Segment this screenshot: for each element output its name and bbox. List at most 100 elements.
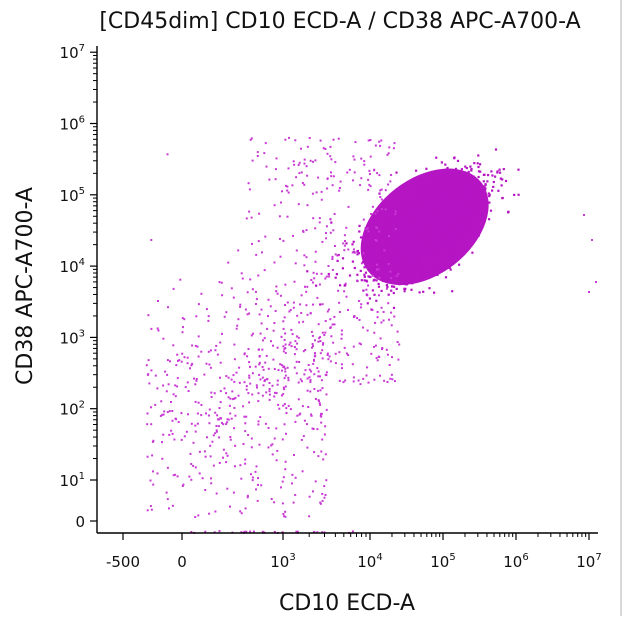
- data-point: [380, 251, 383, 254]
- data-point: [416, 255, 419, 258]
- data-point: [275, 157, 278, 160]
- data-point: [435, 182, 438, 185]
- data-point: [256, 499, 259, 502]
- data-point: [499, 177, 502, 180]
- data-point: [377, 242, 380, 245]
- data-point: [437, 182, 440, 185]
- data-point: [412, 245, 415, 248]
- data-point: [397, 239, 400, 242]
- data-point: [162, 384, 165, 387]
- data-point: [246, 496, 249, 499]
- data-point: [390, 289, 393, 292]
- data-point: [445, 228, 448, 231]
- data-point: [390, 277, 393, 280]
- data-point: [384, 225, 387, 228]
- data-point: [203, 450, 206, 453]
- data-point: [395, 229, 398, 232]
- data-point: [460, 218, 464, 221]
- data-point: [165, 491, 168, 494]
- data-point: [229, 397, 232, 400]
- data-point: [454, 189, 457, 192]
- data-point: [194, 400, 197, 403]
- data-point: [268, 390, 271, 393]
- data-point: [434, 229, 437, 232]
- data-point: [472, 175, 475, 178]
- data-point: [251, 479, 254, 482]
- data-point: [408, 259, 411, 262]
- data-point: [413, 199, 416, 202]
- data-point: [450, 255, 453, 258]
- data-point: [405, 283, 408, 286]
- data-point: [394, 272, 397, 275]
- data-point: [208, 363, 211, 366]
- data-point: [189, 367, 191, 370]
- data-point: [443, 199, 446, 202]
- data-point: [428, 208, 431, 211]
- data-point: [332, 229, 335, 232]
- data-point: [172, 474, 175, 477]
- data-point: [462, 211, 465, 214]
- data-point: [326, 187, 329, 190]
- data-point: [438, 182, 441, 185]
- data-point: [401, 281, 404, 284]
- data-point: [328, 355, 331, 358]
- data-point: [294, 476, 297, 479]
- data-point: [461, 206, 464, 209]
- data-point: [437, 222, 440, 225]
- data-point: [212, 464, 215, 467]
- y-tick-label: 107: [60, 43, 85, 62]
- data-point: [390, 205, 393, 208]
- data-point: [428, 204, 432, 207]
- data-point: [469, 178, 472, 181]
- data-point: [400, 245, 403, 249]
- data-point: [406, 217, 409, 220]
- data-point: [412, 252, 415, 255]
- data-point: [302, 350, 305, 353]
- data-point: [225, 423, 228, 425]
- data-point: [444, 276, 448, 279]
- data-point: [442, 242, 445, 245]
- data-point: [402, 201, 405, 204]
- data-point: [248, 312, 251, 315]
- data-point: [417, 244, 420, 247]
- data-point: [408, 252, 411, 255]
- data-point: [449, 268, 452, 271]
- data-point: [189, 452, 192, 455]
- data-point: [280, 364, 283, 367]
- data-point: [417, 223, 420, 226]
- data-point: [432, 210, 435, 213]
- data-point: [366, 227, 369, 230]
- data-point: [402, 246, 405, 249]
- data-point: [401, 244, 404, 247]
- data-point: [433, 234, 436, 237]
- data-point: [371, 309, 374, 311]
- data-point: [477, 182, 480, 185]
- data-point: [446, 175, 449, 178]
- data-point: [410, 254, 414, 257]
- data-point: [406, 267, 409, 270]
- data-point: [370, 268, 373, 271]
- data-point: [301, 405, 304, 408]
- data-point: [376, 359, 379, 362]
- data-point: [352, 240, 355, 243]
- data-point: [329, 218, 332, 221]
- data-point: [274, 168, 277, 171]
- data-point: [264, 361, 267, 364]
- data-point: [401, 220, 405, 223]
- data-point: [156, 387, 159, 390]
- data-point: [304, 369, 307, 372]
- data-point: [379, 264, 382, 267]
- data-point: [250, 446, 253, 449]
- data-point: [422, 242, 425, 245]
- data-point: [174, 395, 177, 398]
- data-point: [453, 210, 456, 213]
- data-point: [429, 188, 432, 191]
- data-point: [319, 352, 322, 355]
- data-point: [418, 291, 421, 294]
- data-point: [473, 225, 476, 228]
- data-point: [313, 373, 316, 376]
- data-point: [464, 231, 467, 234]
- data-point: [431, 212, 434, 216]
- data-point: [166, 466, 169, 469]
- data-point: [257, 274, 260, 277]
